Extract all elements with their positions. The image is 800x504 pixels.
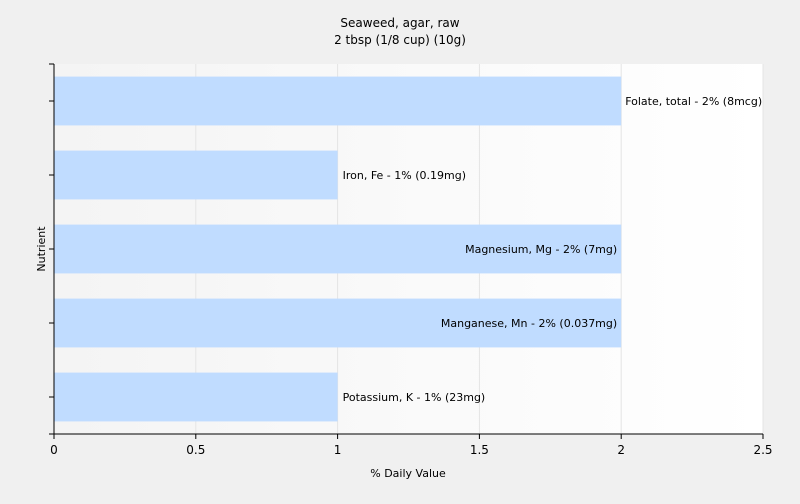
x-axis-label: % Daily Value: [370, 467, 446, 480]
x-tick-label: 1: [334, 443, 342, 457]
x-tick-label: 2: [617, 443, 625, 457]
bar-data-label: Potassium, K - 1% (23mg): [343, 391, 486, 404]
chart-subtitle: 2 tbsp (1/8 cup) (10g): [334, 33, 466, 47]
bar: [54, 76, 622, 126]
bar-data-label: Folate, total - 2% (8mcg): [625, 95, 762, 108]
chart-title: Seaweed, agar, raw: [340, 16, 459, 30]
bars-group: Folate, total - 2% (8mcg) Iron, Fe - 1% (…: [54, 76, 762, 422]
bar: [54, 372, 338, 422]
bar-data-label: Manganese, Mn - 2% (0.037mg): [441, 317, 617, 330]
bar-data-label: Magnesium, Mg - 2% (7mg): [465, 243, 617, 256]
bar-data-label: Iron, Fe - 1% (0.19mg): [343, 169, 466, 182]
bar: [54, 298, 622, 348]
x-tick-label: 0: [50, 443, 58, 457]
y-axis-label: Nutrient: [35, 226, 48, 272]
bar: [54, 150, 338, 200]
x-tick-label: 2.5: [753, 443, 772, 457]
tick-group: 0 0.5 1 1.5 2 2.5: [49, 63, 773, 457]
bar: [54, 224, 622, 274]
x-tick-label: 1.5: [470, 443, 489, 457]
x-tick-label: 0.5: [186, 443, 205, 457]
